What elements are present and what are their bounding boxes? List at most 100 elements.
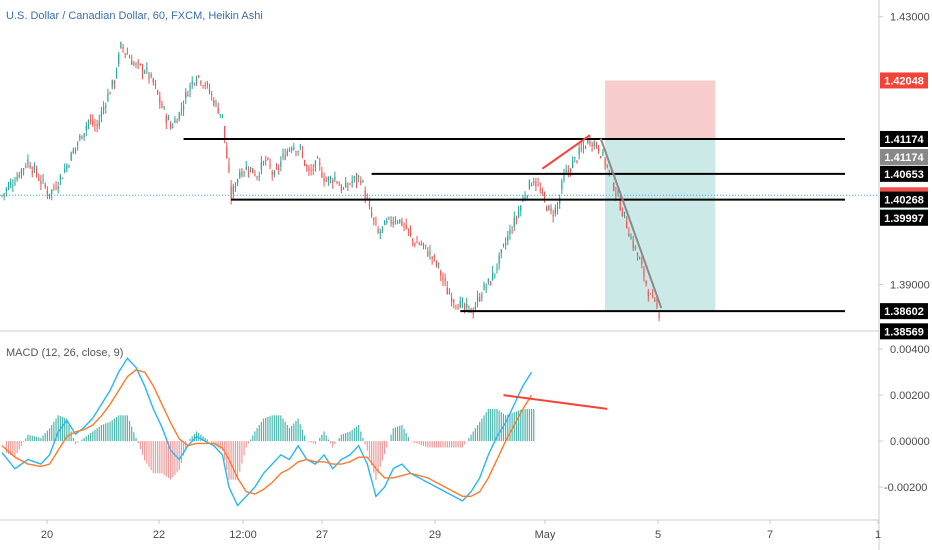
candle-body xyxy=(405,224,407,229)
candle xyxy=(202,84,204,89)
candle xyxy=(137,59,139,70)
candle-body xyxy=(479,297,481,301)
tag-level-40268[interactable]: 1.40268 xyxy=(880,191,928,208)
candle xyxy=(658,311,660,322)
candle xyxy=(340,183,342,194)
candle xyxy=(578,143,580,160)
candle-body xyxy=(444,278,446,282)
candle xyxy=(120,41,122,49)
candle xyxy=(373,217,375,226)
candle-body xyxy=(507,236,509,241)
macd-trend-red xyxy=(503,394,608,410)
candle-body xyxy=(5,188,7,192)
candle-body xyxy=(215,101,217,103)
candle-body xyxy=(239,172,241,178)
candle-body xyxy=(476,296,479,301)
candle xyxy=(141,63,144,80)
tag-entry-2[interactable]: 1.41174 xyxy=(880,148,928,165)
tag-level-39997[interactable]: 1.39997 xyxy=(880,209,928,226)
candle xyxy=(100,106,103,123)
candle-body xyxy=(492,272,494,280)
candle xyxy=(377,226,379,234)
candle xyxy=(314,160,317,172)
candle xyxy=(271,169,273,181)
candle-body xyxy=(120,42,122,48)
candle xyxy=(580,141,582,153)
candle xyxy=(128,54,131,59)
candle xyxy=(440,269,442,282)
candle-body xyxy=(312,168,314,171)
candle xyxy=(654,297,656,303)
candle-body xyxy=(427,251,429,257)
candle-body xyxy=(394,220,396,222)
candle-body xyxy=(243,172,245,174)
candle-body xyxy=(301,152,304,155)
candle-body xyxy=(200,81,202,84)
candle-body xyxy=(379,231,381,233)
tag-stop[interactable]: 1.42048 xyxy=(880,72,928,89)
candle-body xyxy=(144,71,146,73)
candle-body xyxy=(98,121,100,126)
tag-level-38569[interactable]: 1.38569 xyxy=(880,323,928,340)
candle xyxy=(55,181,57,191)
candle xyxy=(176,118,178,124)
candle xyxy=(33,162,36,174)
candle xyxy=(96,119,98,133)
tag-entry-1[interactable]: 1.41174 xyxy=(880,130,928,147)
price-tags[interactable]: 1.420481.411741.411741.406531.403331.402… xyxy=(880,72,928,340)
y-tick-label: 1.43000 xyxy=(890,12,930,24)
candle xyxy=(144,69,146,74)
candle xyxy=(7,181,10,191)
candle xyxy=(554,204,556,217)
position-zones xyxy=(605,80,716,312)
candle xyxy=(200,80,202,86)
tag-level-40653-bg xyxy=(880,165,928,182)
candle xyxy=(308,165,310,176)
candle xyxy=(273,169,275,178)
candle-body xyxy=(83,133,85,137)
candle xyxy=(647,288,649,302)
candle-body xyxy=(585,147,587,149)
candle xyxy=(249,167,252,173)
candle xyxy=(656,297,658,310)
candle-body xyxy=(623,211,626,213)
candle xyxy=(543,191,546,203)
tag-level-40653[interactable]: 1.40653 xyxy=(880,165,928,182)
candle-body xyxy=(85,125,87,130)
candle xyxy=(278,164,280,175)
candle xyxy=(204,81,206,90)
candle xyxy=(626,216,628,229)
candle-body xyxy=(198,75,200,77)
candle xyxy=(12,179,14,193)
candle-body xyxy=(435,261,438,265)
candle-body xyxy=(249,167,252,172)
candle xyxy=(247,166,250,178)
candle xyxy=(53,183,55,192)
candle-body xyxy=(241,172,243,176)
candle xyxy=(494,273,496,279)
candle xyxy=(226,142,228,159)
candle xyxy=(485,283,487,293)
candle xyxy=(472,307,474,319)
candle xyxy=(316,155,319,159)
candle-body xyxy=(548,205,550,210)
candle xyxy=(74,147,77,155)
candle-body xyxy=(288,148,291,151)
candle xyxy=(131,54,133,65)
candle xyxy=(537,177,539,187)
candle-body xyxy=(131,60,133,65)
candle xyxy=(572,156,574,169)
x-tick-label: 12:00 xyxy=(229,529,257,541)
candle xyxy=(319,157,321,171)
candle-body xyxy=(314,160,317,168)
candle xyxy=(425,244,427,250)
candlestick-series xyxy=(1,41,660,322)
candle xyxy=(569,168,572,177)
candle xyxy=(64,163,66,174)
candle-body xyxy=(502,244,505,246)
candle-body xyxy=(509,229,511,235)
candle-body xyxy=(310,170,312,172)
candle xyxy=(513,211,515,232)
candle-body xyxy=(161,103,163,108)
tag-level-38602[interactable]: 1.38602 xyxy=(880,303,928,320)
